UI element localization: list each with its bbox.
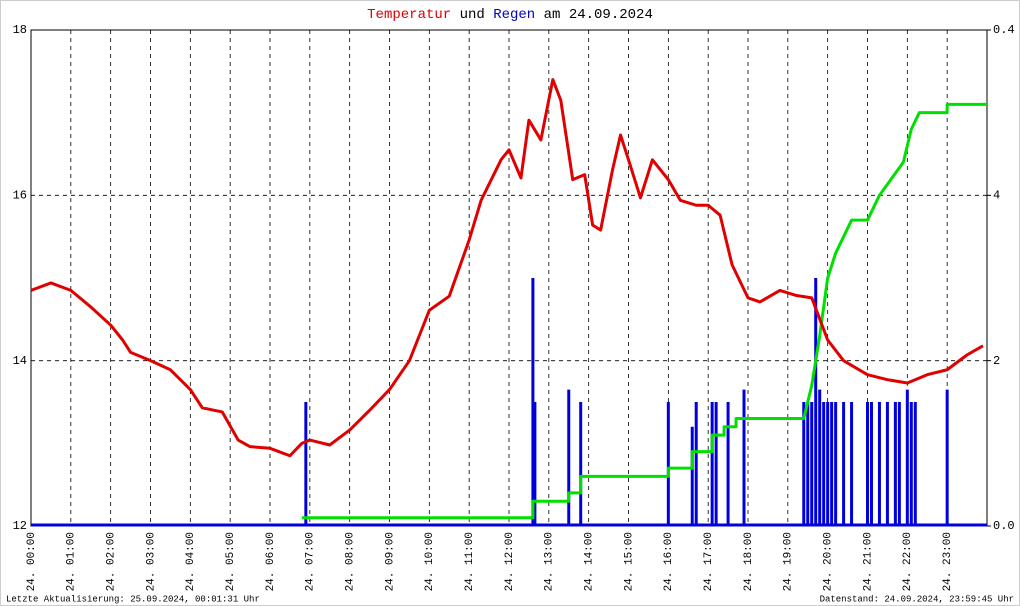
x-tick-label: 24. 04:00	[185, 532, 197, 591]
title-part: Regen	[493, 7, 535, 23]
x-tick-label: 24. 00:00	[26, 532, 38, 591]
series-line	[30, 78, 984, 458]
x-tick-label: 24. 16:00	[663, 532, 675, 591]
x-tick-label: 24. 01:00	[66, 532, 78, 591]
y-tick-label: 16	[13, 189, 27, 203]
title-part: am 24.09.2024	[544, 7, 653, 23]
x-tick-label: 24. 12:00	[504, 532, 516, 591]
x-tick-label: 24. 14:00	[584, 532, 596, 591]
y2-tick-label: 4	[993, 189, 1000, 203]
x-tick-label: 24. 03:00	[145, 532, 157, 591]
chart-title: Temperatur und Regen am 24.09.2024	[367, 7, 653, 23]
x-tick-label: 24. 11:00	[464, 532, 476, 591]
x-tick-label: 24. 20:00	[823, 532, 835, 591]
x-tick-label: 24. 08:00	[345, 532, 357, 591]
x-tick-label: 24. 05:00	[225, 532, 237, 591]
x-tick-label: 24. 10:00	[424, 532, 436, 591]
x-tick-label: 24. 18:00	[743, 532, 755, 591]
y2-tick-label: 0.4	[993, 23, 1015, 37]
x-tick-label: 24. 07:00	[305, 532, 317, 591]
x-tick-label: 24. 21:00	[862, 532, 874, 591]
x-tick-label: 24. 23:00	[942, 532, 954, 591]
x-tick-label: 24. 13:00	[544, 532, 556, 591]
y-tick-label: 14	[13, 354, 27, 368]
y2-tick-label: 0.0	[993, 519, 1015, 533]
title-part: und	[460, 7, 485, 23]
x-tick-label: 24. 15:00	[623, 532, 635, 591]
x-tick-label: 24. 19:00	[783, 532, 795, 591]
x-tick-label: 24. 02:00	[106, 532, 118, 591]
x-tick-label: 24. 06:00	[265, 532, 277, 591]
footer-left: Letzte Aktualisierung: 25.09.2024, 00:01…	[6, 594, 260, 604]
x-tick-label: 24. 09:00	[384, 532, 396, 591]
series-line	[301, 102, 987, 520]
y2-tick-label: 2	[993, 354, 1000, 368]
title-part: Temperatur	[367, 7, 451, 23]
y-tick-label: 12	[13, 519, 27, 533]
y-tick-label: 18	[13, 23, 27, 37]
x-tick-label: 24. 22:00	[902, 532, 914, 591]
x-tick-label: 24. 17:00	[703, 532, 715, 591]
footer-right: Datenstand: 24.09.2024, 23:59:45 Uhr	[820, 594, 1014, 604]
